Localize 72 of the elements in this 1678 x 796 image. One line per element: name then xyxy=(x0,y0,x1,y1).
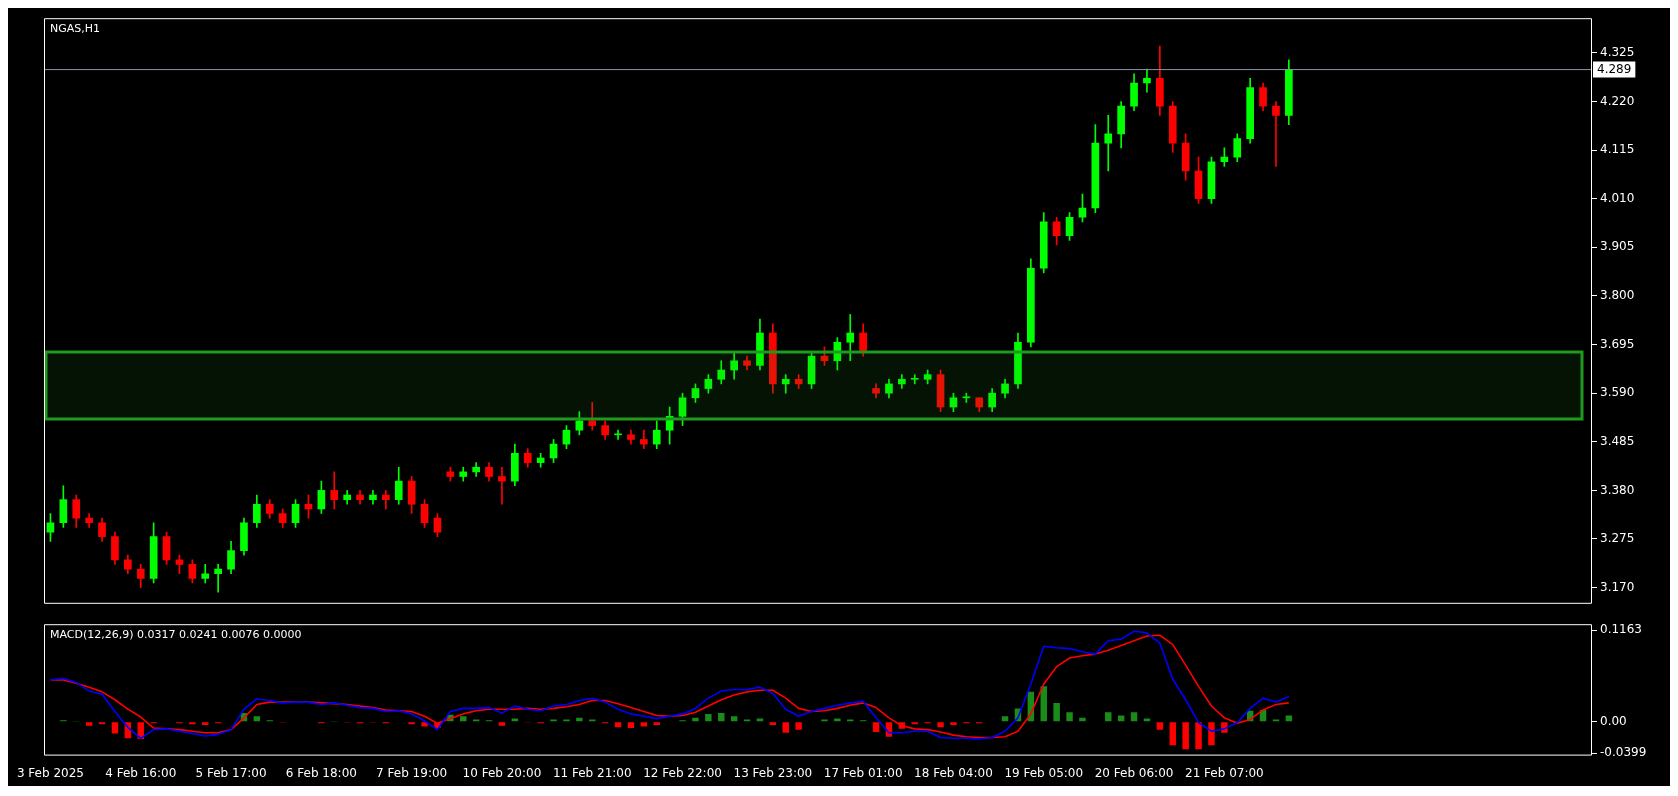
x-tick-label: 13 Feb 23:00 xyxy=(733,765,813,780)
bar xyxy=(730,716,738,722)
x-tick-label: 10 Feb 20:00 xyxy=(462,765,542,780)
x-tick-label: 11 Feb 21:00 xyxy=(552,765,632,780)
bar xyxy=(718,713,725,722)
y-tick-label: 0.1163 xyxy=(1600,622,1642,637)
bar xyxy=(1130,712,1138,722)
x-tick-label: 19 Feb 05:00 xyxy=(1004,765,1084,780)
bar xyxy=(795,722,802,730)
bar xyxy=(202,722,209,725)
y-tick-label: 3.380 xyxy=(1600,482,1635,497)
x-tick-label: 4 Feb 16:00 xyxy=(105,765,177,780)
bar xyxy=(85,722,93,726)
bar xyxy=(1117,715,1125,722)
candlestick xyxy=(498,466,506,505)
y-tick-label: 4.010 xyxy=(1600,190,1635,205)
ref-line-label: 4.289 xyxy=(1597,61,1632,76)
bar xyxy=(627,722,635,729)
y-tick-label: 3.485 xyxy=(1600,433,1635,448)
bar xyxy=(782,722,789,733)
bar xyxy=(1053,702,1060,722)
x-tick-label: 6 Feb 18:00 xyxy=(285,765,357,780)
x-tick-label: 18 Feb 04:00 xyxy=(914,765,993,780)
x-tick-label: 5 Feb 17:00 xyxy=(195,765,267,780)
bar xyxy=(937,722,944,728)
y-tick-label: 3.800 xyxy=(1600,288,1635,303)
candlestick xyxy=(910,374,919,385)
chart-title: MACD(12,26,9) 0.0317 0.0241 0.0076 0.0000 xyxy=(50,627,302,641)
y-tick-label: 4.325 xyxy=(1600,45,1635,60)
y-tick-label: 3.590 xyxy=(1600,385,1635,400)
bar xyxy=(705,713,712,722)
candlestick xyxy=(1104,115,1113,172)
y-tick-label: 4.115 xyxy=(1600,142,1635,157)
bar xyxy=(1001,716,1009,722)
bar xyxy=(614,722,622,728)
bar xyxy=(1066,712,1073,722)
bar xyxy=(1079,717,1086,722)
candlestick xyxy=(214,564,222,593)
x-tick-label: 21 Feb 07:00 xyxy=(1184,765,1264,780)
bar xyxy=(1285,715,1293,722)
x-tick-label: 3 Feb 2025 xyxy=(16,765,84,780)
bar xyxy=(1105,712,1112,722)
bar xyxy=(769,722,777,725)
bar xyxy=(692,717,699,722)
bar xyxy=(1182,722,1189,750)
bar xyxy=(253,716,261,722)
x-tick-label: 20 Feb 06:00 xyxy=(1094,765,1174,780)
bar xyxy=(460,716,467,722)
y-tick-label: -0.0399 xyxy=(1600,745,1647,760)
x-tick-label: 12 Feb 22:00 xyxy=(643,765,722,780)
bar xyxy=(872,722,880,732)
bar xyxy=(111,722,119,734)
y-tick-label: 3.170 xyxy=(1600,579,1635,594)
bar xyxy=(950,722,957,725)
bar xyxy=(576,717,583,722)
y-tick-label: 3.695 xyxy=(1600,336,1635,351)
x-tick-label: 7 Feb 19:00 xyxy=(376,765,448,780)
y-tick-label: 0.00 xyxy=(1600,713,1627,728)
y-tick-label: 4.220 xyxy=(1600,93,1635,108)
bar xyxy=(1169,722,1176,746)
candlestick xyxy=(1272,101,1280,167)
bar xyxy=(1208,722,1215,746)
x-tick-label: 17 Feb 01:00 xyxy=(823,765,903,780)
bar xyxy=(1156,722,1164,730)
bar xyxy=(1195,722,1202,750)
chart-title: NGAS,H1 xyxy=(50,21,101,35)
y-tick-label: 3.905 xyxy=(1600,239,1635,254)
bar xyxy=(653,722,660,725)
bar xyxy=(498,722,506,726)
y-tick-label: 3.275 xyxy=(1600,531,1635,546)
candlestick xyxy=(1143,68,1151,93)
bar xyxy=(1040,686,1047,722)
